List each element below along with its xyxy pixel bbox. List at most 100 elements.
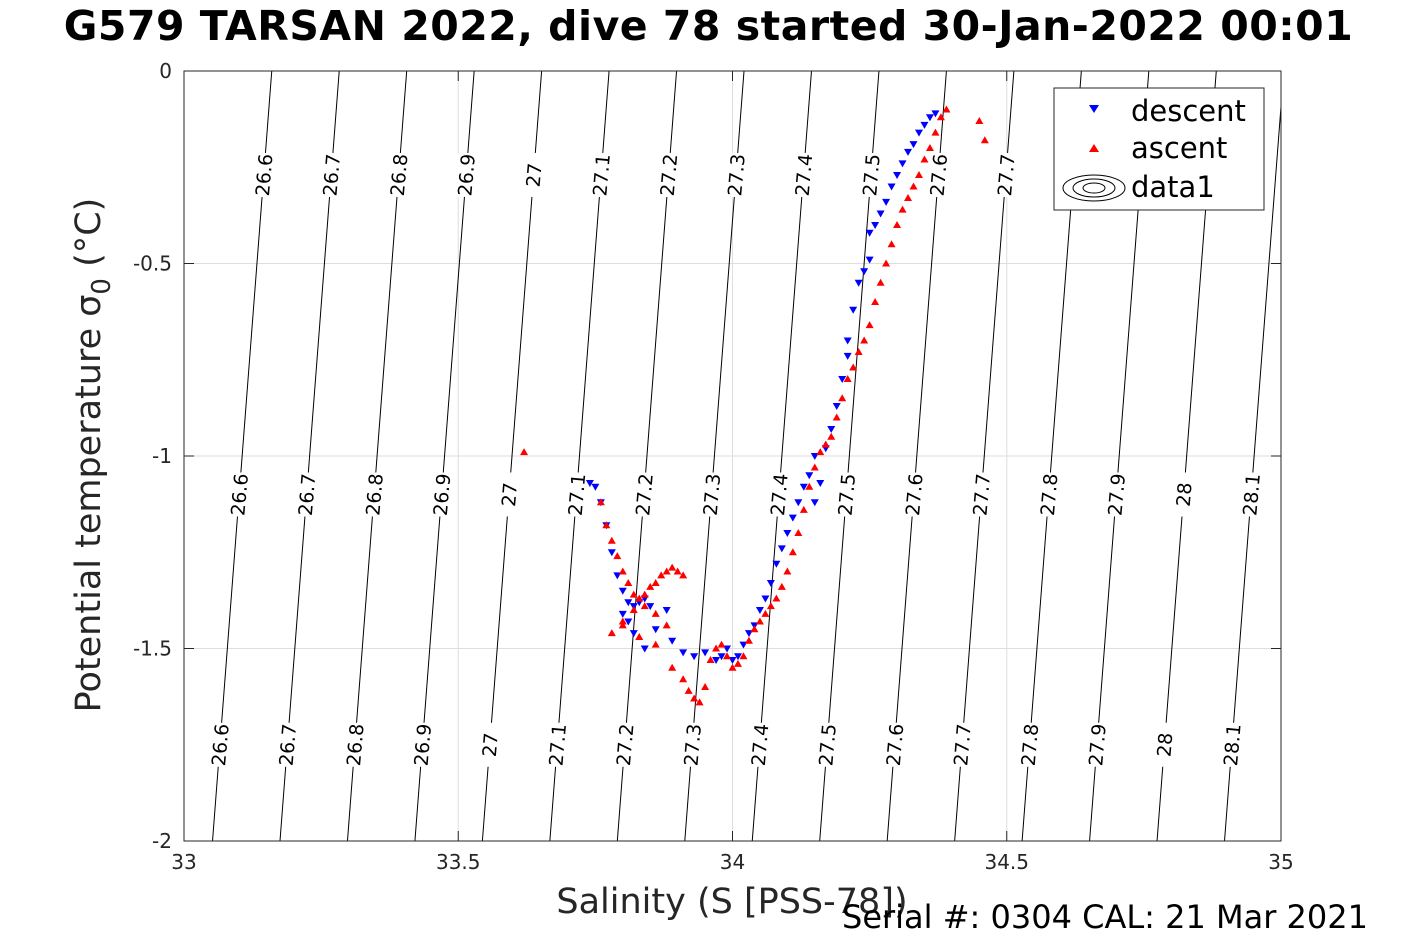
isopycnal-label: 27.4 [748, 723, 774, 767]
isopycnal-label-background [362, 472, 387, 517]
ascent-point [843, 375, 852, 382]
isopycnal-label-background [1104, 472, 1129, 517]
descent-point [843, 352, 852, 360]
chart-title: G579 TARSAN 2022, dive 78 started 30-Jan… [63, 2, 1354, 50]
isopycnal-label: 27.3 [680, 723, 706, 767]
descent-point [865, 256, 874, 264]
ascent-point [744, 636, 753, 644]
density-contour-labels: 26.6 26.6 26.6 26.7 26.7 26.7 26.8 26.8 26.8 26.9… [207, 152, 1265, 767]
isopycnal-label-background [589, 152, 614, 197]
isopycnal-label-background [1239, 472, 1264, 517]
isopycnal-label: 27.5 [815, 723, 841, 767]
descent-point [777, 545, 786, 553]
descent-point [882, 198, 891, 206]
isopycnal-label: 27.7 [994, 153, 1020, 197]
isopycnal-label-background [724, 152, 749, 197]
descent-point [651, 626, 660, 634]
ascent-point [925, 144, 934, 151]
isopycnal-label: 26.7 [276, 723, 302, 767]
isopycnal-label-background [1171, 472, 1196, 517]
ascent-point [777, 582, 786, 590]
x-tick-label: 35 [1268, 850, 1293, 874]
isopycnal-line [751, 71, 812, 841]
descent-point [591, 483, 600, 491]
y-tick-label: -1.5 [133, 637, 172, 661]
ascent-point [936, 113, 945, 121]
isopycnal-label: 26.7 [295, 473, 321, 517]
ascent-point [750, 625, 759, 633]
ascent-point [596, 498, 605, 506]
isopycnal-label-background [275, 722, 300, 767]
ascent-point [679, 675, 688, 683]
descent-point [904, 148, 913, 156]
grid-lines [184, 71, 1281, 841]
y-tick-label: 0 [159, 59, 172, 83]
descent-point [701, 649, 710, 657]
ascent-point [832, 413, 841, 421]
isopycnal-label: 26.8 [387, 153, 413, 197]
descent-point [876, 210, 885, 218]
isopycnal-label-background [766, 472, 791, 517]
ascent-point [854, 348, 863, 356]
ascent-point [684, 686, 693, 694]
ascent-point [613, 552, 622, 560]
isopycnal-label-background [564, 472, 589, 517]
isopycnal-label-background [294, 472, 319, 517]
legend-data1-label: data1 [1131, 170, 1215, 204]
serial-cal-footer: Serial #: 0304 CAL: 21 Mar 2021 [842, 898, 1368, 936]
ascent-point [662, 621, 671, 629]
ascent-point [629, 606, 638, 613]
isopycnal-label-background [386, 152, 411, 197]
ascent-point [723, 652, 732, 660]
isopycnal-label: 27 [498, 482, 522, 508]
isopycnal-label: 26.9 [430, 473, 456, 517]
isopycnal-label: 27.3 [700, 473, 726, 517]
ascent-point [975, 117, 984, 125]
descent-point [629, 630, 638, 638]
isopycnal-label: 27.5 [859, 153, 885, 197]
ascent-point [904, 194, 913, 202]
legend-contour-icon [1062, 174, 1126, 202]
isopycnal-label: 26.8 [362, 473, 388, 517]
ascent-point [920, 155, 929, 163]
ascent-point [712, 644, 721, 652]
isopycnal-line [346, 71, 408, 841]
isopycnal-label-background [521, 152, 546, 197]
ascent-point [865, 321, 874, 329]
isopycnal-label: 27.6 [927, 153, 953, 197]
ascent-point [701, 683, 710, 690]
ascent-point [646, 582, 655, 590]
isopycnal-label-background [969, 472, 994, 517]
descent-point [827, 426, 836, 434]
isopycnal-label: 27.6 [883, 723, 909, 767]
descent-point [624, 618, 633, 626]
descent-point [909, 141, 918, 149]
ascent-point [618, 567, 627, 575]
descent-point [893, 171, 902, 179]
y-tick-labels: 0 -0.5 -1 -1.5 -2 [133, 59, 172, 853]
ascent-point [635, 632, 644, 640]
isopycnal-label: 27.9 [1104, 473, 1130, 517]
ascent-point [876, 278, 885, 286]
descent-point [794, 499, 803, 507]
descent-point [783, 530, 792, 537]
ascent-point [618, 617, 627, 625]
isopycnal-label-background [545, 722, 570, 767]
isopycnal-label: 27.5 [835, 473, 861, 517]
ascent-point [849, 363, 858, 371]
descent-point [772, 560, 781, 568]
ascent-point [679, 571, 688, 579]
axis-ticks [183, 70, 1282, 842]
ascent-point [602, 521, 611, 529]
descent-point [887, 183, 896, 191]
isopycnal-label: 26.9 [454, 153, 480, 197]
descent-point [712, 657, 721, 665]
ascent-point [640, 590, 649, 598]
ascent-point [871, 298, 880, 305]
ascent-point [607, 536, 616, 544]
isopycnal-label: 27.2 [632, 473, 658, 517]
descent-point [914, 129, 923, 137]
ascent-point [980, 136, 989, 144]
descent-point [618, 587, 627, 595]
